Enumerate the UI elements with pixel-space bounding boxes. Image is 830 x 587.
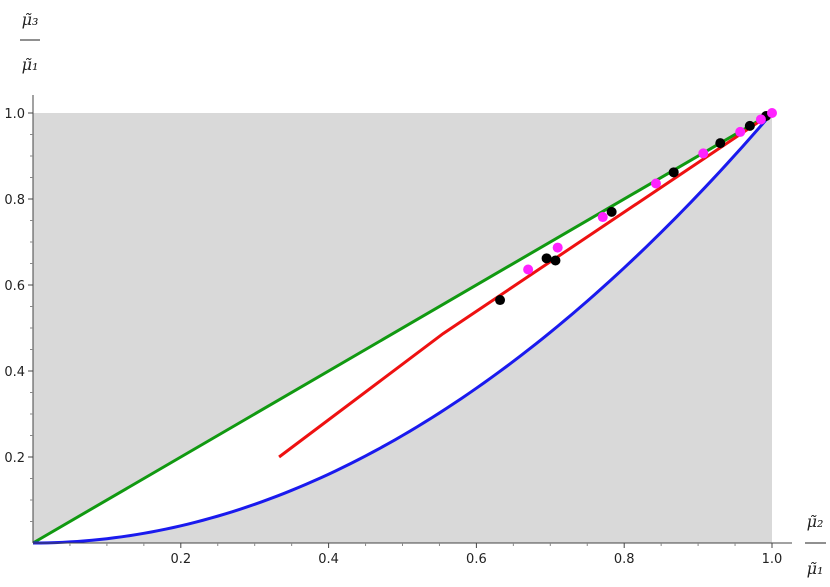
data-point [767,108,777,118]
axes [32,95,792,544]
data-point [606,206,617,217]
y-tick-label: 0.8 [4,193,25,208]
series-line-0 [32,111,773,545]
series-line-2 [278,111,773,459]
data-point [523,264,534,275]
y-tick-label: 1.0 [4,107,25,122]
data-point [550,255,561,266]
data-point [541,253,552,264]
x-tick-label: 0.6 [466,552,487,567]
data-point [552,242,563,253]
data-point [755,114,766,125]
y-axis-label: μ̃₃ μ̃₁ [20,10,40,74]
data-point [744,120,755,131]
y-tick-label: 0.2 [4,451,25,466]
data-point [495,295,506,306]
data-point [735,126,746,137]
data-point [698,148,709,159]
y-label-denominator: μ̃₁ [22,55,39,74]
ticks: 0.2 0.4 0.6 0.8 1.0 0.2 0.4 0.6 0.8 1.0 [4,107,782,567]
x-tick-label: 0.2 [170,552,191,567]
x-tick-label: 0.8 [614,552,635,567]
y-label-numerator: μ̃₃ [22,10,39,29]
y-tick-label: 0.4 [4,365,25,380]
data-point [597,212,608,223]
x-tick-label: 1.0 [762,552,783,567]
x-label-numerator: μ̃₂ [807,512,824,531]
data-point [715,138,726,149]
data-point [668,167,679,178]
data-point [650,178,661,189]
x-tick-label: 0.4 [318,552,339,567]
x-axis-label: μ̃₂ μ̃₁ [805,512,826,578]
x-label-denominator: μ̃₁ [807,559,824,578]
y-tick-label: 0.6 [4,279,25,294]
series-layer [32,108,777,545]
series-line-1 [32,112,774,545]
